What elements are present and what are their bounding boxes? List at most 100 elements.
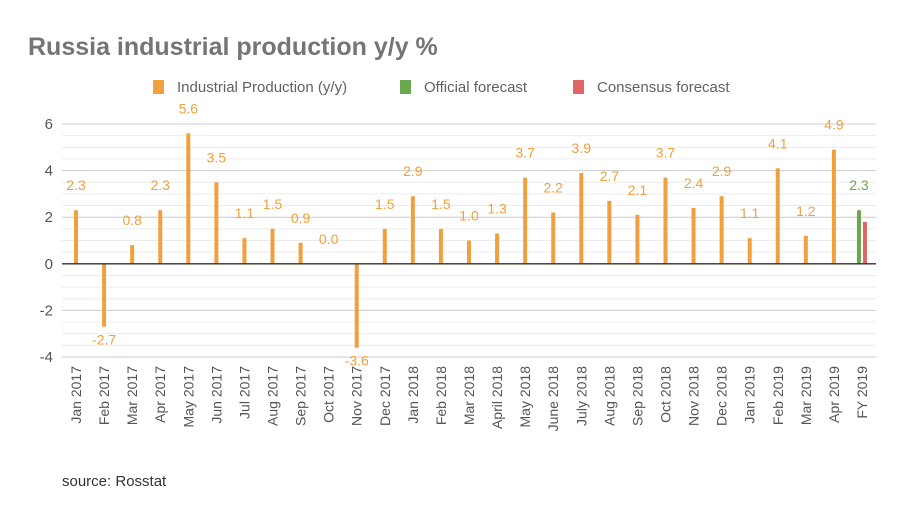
x-tick-label: Jan 2018 (405, 366, 421, 424)
data-label: 1.1 (235, 205, 255, 221)
bar-feb-2019-actual (775, 168, 780, 264)
bar-june-2018-actual (551, 212, 556, 264)
gridlines (62, 123, 876, 358)
x-tick-label: Jun 2017 (208, 366, 224, 424)
x-tick-label: Mar 2018 (461, 366, 477, 425)
legend-swatch (153, 80, 164, 94)
x-tick-label: Dec 2018 (714, 366, 730, 426)
legend-label: Consensus forecast (597, 79, 730, 96)
data-label: 1.2 (796, 203, 816, 219)
legend-label: Official forecast (424, 79, 528, 96)
y-tick-label: 2 (45, 209, 53, 226)
data-label: 1.0 (459, 208, 479, 224)
data-label: 1.5 (375, 196, 395, 212)
data-label: 2.2 (543, 180, 563, 196)
data-label: 0.8 (122, 212, 142, 228)
x-tick-label: Sep 2018 (629, 366, 645, 426)
source-note: source: Rosstat (62, 473, 167, 490)
data-label: 3.9 (572, 140, 592, 156)
data-label: 3.7 (515, 145, 535, 161)
data-label: 2.9 (712, 163, 732, 179)
bar-aug-2018-actual (607, 200, 612, 264)
bar-apr-2019-actual (831, 149, 836, 264)
bar-nov-2018-actual (691, 207, 696, 264)
bar-fy-2019-consensus (862, 221, 867, 264)
x-tick-label: Dec 2017 (377, 366, 393, 426)
bar-feb-2017-actual (102, 263, 107, 327)
bar-sep-2017-actual (298, 242, 303, 264)
x-tick-label: Aug 2018 (601, 366, 617, 426)
bar-may-2017-actual (186, 133, 191, 264)
x-tick-label: May 2017 (180, 366, 196, 428)
bar-jun-2017-actual (214, 182, 219, 264)
chart-title: Russia industrial production y/y % (28, 33, 438, 61)
x-tick-label: Sep 2017 (293, 366, 309, 426)
bar-may-2018-actual (523, 177, 528, 264)
x-tick-label: Aug 2017 (265, 366, 281, 426)
bar-jan-2017-actual (74, 210, 79, 264)
x-tick-label: Mar 2019 (798, 366, 814, 425)
x-tick-label: Jul 2017 (236, 366, 252, 419)
data-label: 2.9 (403, 163, 423, 179)
bar-feb-2018-actual (438, 228, 443, 264)
y-tick-label: 4 (45, 163, 53, 180)
bar-apr-2017-actual (158, 210, 163, 264)
bar-jul-2017-actual (242, 238, 247, 264)
bar-jan-2019-actual (747, 238, 752, 264)
bar-mar-2018-actual (467, 240, 471, 264)
bar-mar-2017-actual (130, 245, 135, 264)
bar-july-2018-actual (579, 172, 584, 264)
x-tick-label: Nov 2018 (686, 366, 702, 426)
x-tick-label: Feb 2019 (770, 366, 786, 425)
bar-sep-2018-actual (635, 214, 640, 264)
data-label: 0.9 (291, 210, 311, 226)
y-axis: 6 4 2 0 -2 -4 (40, 116, 53, 366)
y-tick-label: 0 (45, 256, 53, 273)
data-label: 1.1 (740, 205, 760, 221)
x-tick-label: Jan 2017 (68, 366, 84, 424)
bar-oct-2018-actual (663, 177, 668, 264)
data-label: 2.3 (849, 177, 869, 193)
legend-swatch (400, 80, 411, 94)
bar-jan-2018-actual (410, 196, 415, 264)
legend-swatch (573, 80, 584, 94)
x-tick-label: Jan 2019 (742, 366, 758, 424)
bar-april-2018-actual (495, 233, 500, 264)
data-labels: 2.3 -2.7 0.8 2.3 5.6 3.5 1.1 1.5 0.9 0.0 -3.6 1.5 2.… (66, 100, 869, 368)
bar-dec-2017-actual (382, 228, 387, 264)
data-label: 3.7 (656, 145, 676, 161)
x-tick-label: April 2018 (489, 366, 505, 429)
legend: Industrial Production (y/y) Official fore… (153, 79, 730, 96)
data-label: 2.4 (684, 175, 704, 191)
data-label: 1.5 (431, 196, 451, 212)
x-tick-label: Feb 2017 (96, 366, 112, 425)
x-tick-label: Mar 2017 (124, 366, 140, 425)
bar-fy-2019-official (856, 210, 861, 264)
data-label: 2.3 (151, 177, 171, 193)
x-tick-label: FY 2019 (854, 366, 870, 419)
bar-aug-2017-actual (270, 228, 275, 264)
x-tick-label: Apr 2019 (826, 366, 842, 423)
data-label: 5.6 (179, 100, 199, 116)
data-label: 1.3 (487, 201, 507, 217)
x-tick-label: Oct 2017 (321, 366, 337, 423)
data-label: 2.7 (600, 168, 620, 184)
data-label: -2.7 (92, 332, 116, 348)
data-label: 1.5 (263, 196, 283, 212)
y-tick-label: -4 (40, 349, 53, 366)
x-tick-label: Nov 2017 (349, 366, 365, 426)
bars (74, 133, 867, 348)
bar-dec-2018-actual (719, 196, 724, 264)
x-tick-label: Apr 2017 (152, 366, 168, 423)
data-label: 2.3 (66, 177, 86, 193)
data-label: -3.6 (345, 353, 369, 369)
y-tick-label: 6 (45, 116, 53, 133)
legend-label: Industrial Production (y/y) (177, 79, 347, 96)
bar-mar-2019-actual (803, 235, 808, 264)
data-label: 4.9 (824, 117, 844, 133)
x-tick-label: Feb 2018 (433, 366, 449, 425)
data-label: 2.1 (628, 182, 648, 198)
x-axis: Jan 2017 Feb 2017 Mar 2017 Apr 2017 May 2017… (68, 366, 870, 432)
data-label: 0.0 (319, 231, 339, 247)
